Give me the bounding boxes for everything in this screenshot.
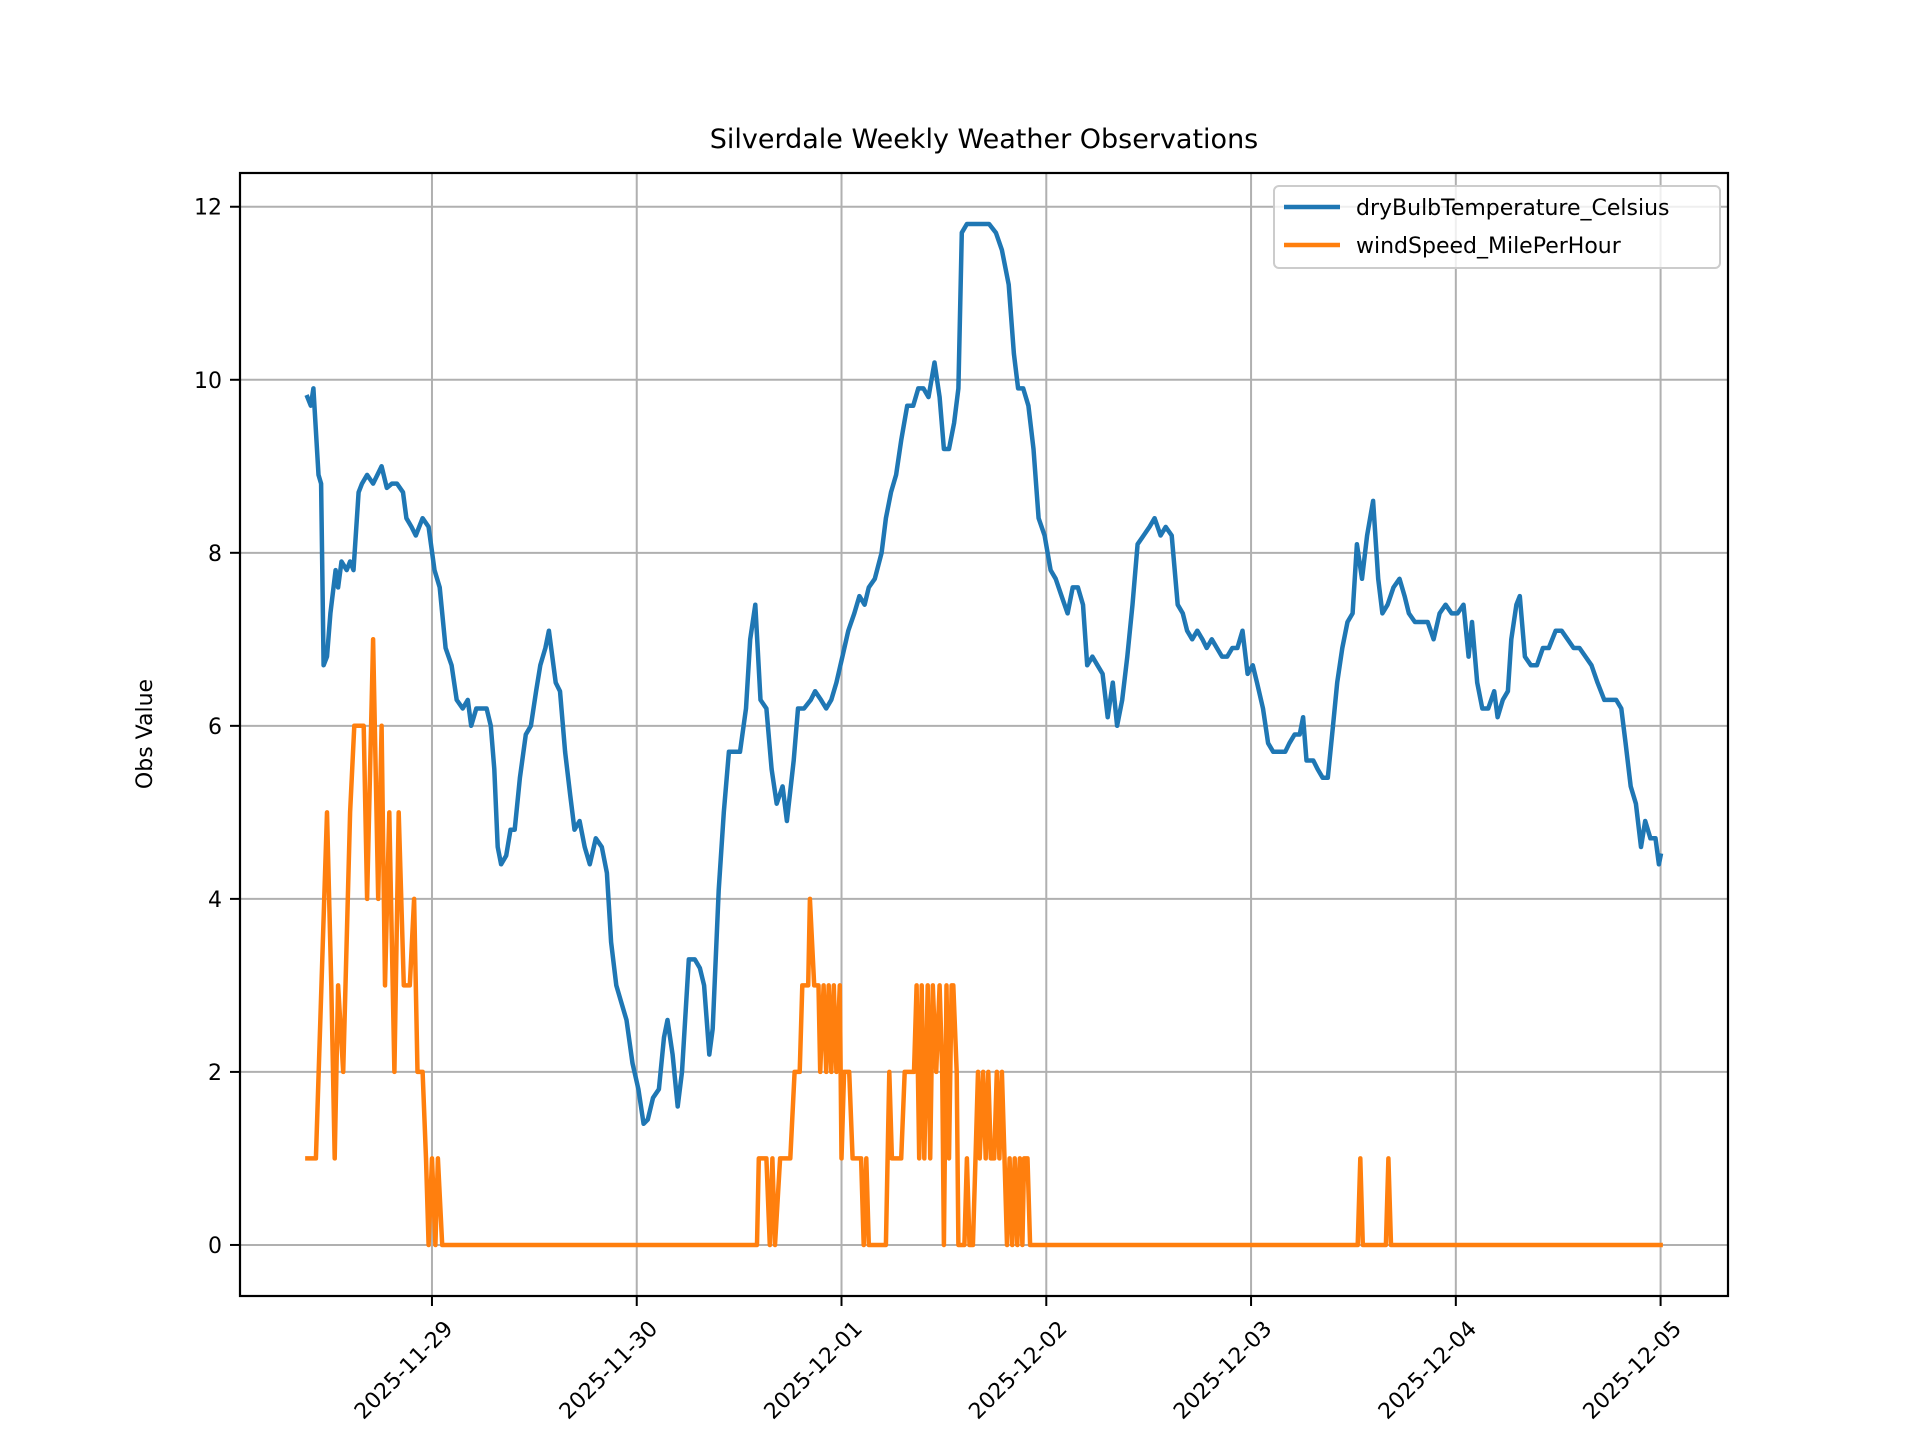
wind-speed-line [305,637,1663,1248]
y-tick-label: 6 [208,715,222,740]
series-lines [304,221,1664,1248]
y-tick-label: 10 [194,369,222,394]
temperature-line [304,221,1664,1127]
legend-label-wind: windSpeed_MilePerHour [1356,234,1622,259]
y-tick-label: 8 [208,542,222,567]
y-axis-label: Obs Value [133,679,158,789]
legend-label-temperature: dryBulbTemperature_Celsius [1356,196,1670,221]
chart-title: Silverdale Weekly Weather Observations [710,124,1259,155]
y-tick-label: 12 [194,196,222,221]
y-axis: 0 2 4 6 8 10 12 [194,196,240,1259]
legend-frame [1273,185,1721,269]
y-tick-label: 4 [208,888,222,913]
axes-frame [238,171,1730,1298]
y-tick-label: 2 [208,1061,222,1086]
y-tick-label: 0 [208,1234,222,1259]
legend: dryBulbTemperature_Celsius windSpeed_Mil… [1273,185,1721,269]
